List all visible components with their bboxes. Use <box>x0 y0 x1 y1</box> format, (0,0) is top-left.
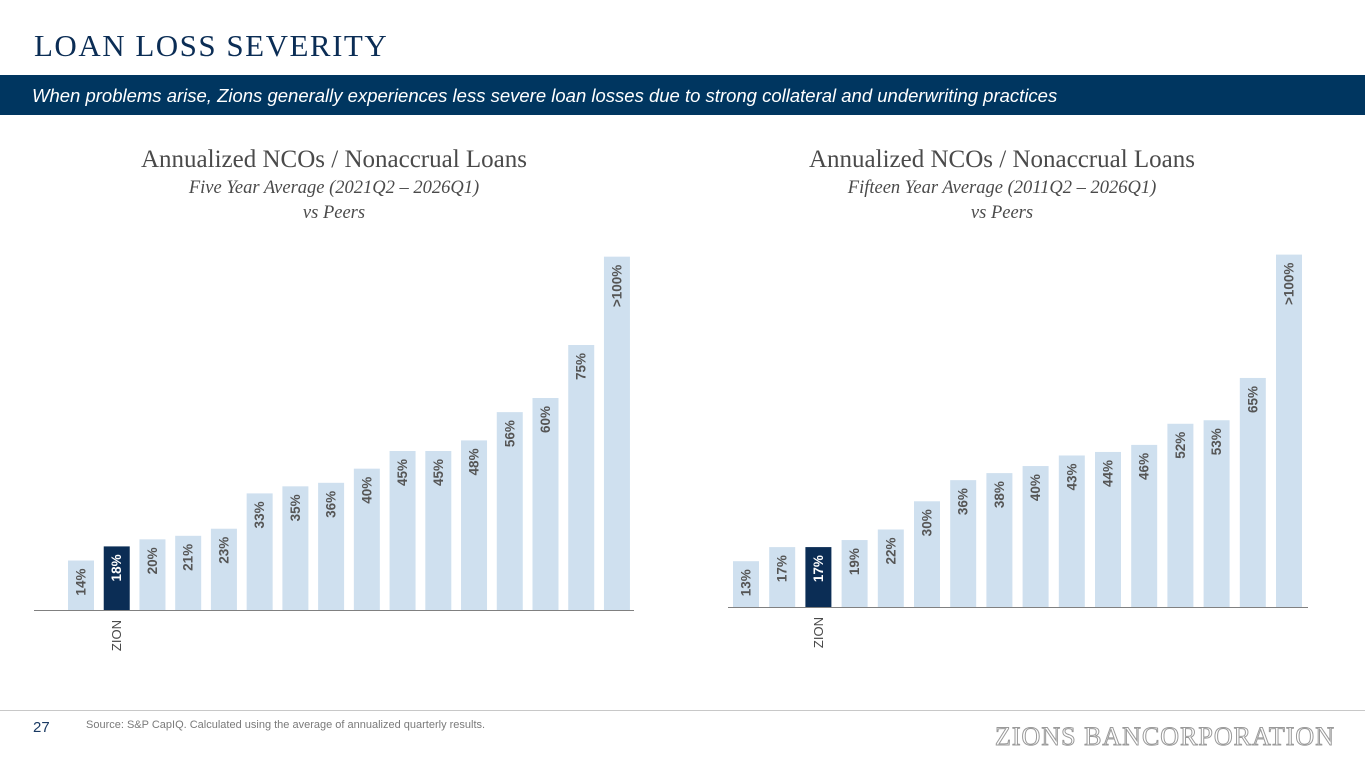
data-label: 33% <box>252 501 267 528</box>
data-label: 75% <box>574 353 589 380</box>
bar <box>950 480 977 607</box>
bar <box>1203 420 1230 607</box>
bar <box>389 451 416 610</box>
data-label: 48% <box>467 448 482 475</box>
data-label: 36% <box>324 491 339 518</box>
bar <box>1167 423 1194 607</box>
data-label: 45% <box>395 459 410 486</box>
data-label: 21% <box>181 544 196 571</box>
data-label: 17% <box>775 555 790 582</box>
chart-subtitle: Fifteen Year Average (2011Q2 – 2026Q1) <box>847 178 1157 198</box>
bar <box>282 486 309 610</box>
bar <box>733 561 759 607</box>
bar <box>532 398 559 610</box>
bar <box>425 451 452 610</box>
data-label: >100% <box>609 265 624 307</box>
bar <box>568 345 595 610</box>
chart-title: Annualized NCOs / Nonaccrual Loans <box>141 146 527 173</box>
bar <box>353 468 380 610</box>
chart-subtitle: Five Year Average (2021Q2 – 2026Q1) <box>188 178 480 198</box>
bar <box>210 528 237 610</box>
data-label: 23% <box>216 537 231 564</box>
chart-fifteen-year: Annualized NCOs / Nonaccrual Loans Fifte… <box>696 140 1308 680</box>
data-label: 14% <box>74 569 89 596</box>
data-label: 36% <box>956 488 971 515</box>
page-number: 27 <box>33 719 50 736</box>
subtitle-banner: When problems arise, Zions generally exp… <box>0 75 1365 115</box>
bar <box>1022 466 1049 607</box>
data-label: 45% <box>431 459 446 486</box>
data-label: 22% <box>883 537 898 564</box>
bar <box>246 493 273 610</box>
data-label: 53% <box>1209 428 1224 455</box>
bar <box>68 560 94 610</box>
bar <box>914 501 940 607</box>
data-label: 43% <box>1064 463 1079 490</box>
bar <box>496 412 523 610</box>
data-label: 65% <box>1245 386 1260 413</box>
data-label: 60% <box>538 406 553 433</box>
page-title: LOAN LOSS SEVERITY <box>34 28 389 63</box>
bar <box>461 440 488 610</box>
data-label: 44% <box>1101 460 1116 487</box>
banner-text: When problems arise, Zions generally exp… <box>32 85 1058 106</box>
bar <box>986 473 1013 607</box>
data-label: 17% <box>811 555 826 582</box>
bar <box>841 540 868 607</box>
bar <box>769 547 796 607</box>
data-label: 38% <box>992 481 1007 508</box>
bar <box>318 482 345 610</box>
bar <box>139 539 166 610</box>
data-label: 19% <box>847 548 862 575</box>
bar-chart-svg: 14% 18% ZION 20% 21% 23% 33% 35% 36% 40% 45% 45% 48%… <box>34 256 634 651</box>
data-label: 46% <box>1137 453 1152 480</box>
data-label: 35% <box>288 494 303 521</box>
data-label: 40% <box>1028 474 1043 501</box>
bar <box>1095 451 1121 607</box>
bar <box>1239 377 1266 607</box>
source-note: Source: S&P CapIQ. Calculated using the … <box>86 719 486 731</box>
chart-title: Annualized NCOs / Nonaccrual Loans <box>809 146 1195 173</box>
bar <box>1276 254 1302 607</box>
chart-five-year: Annualized NCOs / Nonaccrual Loans Five … <box>34 140 634 680</box>
bar-chart-svg: 13% 17% 17% ZION 19% 22% 30% 36% 38% 40% 43% 44% 46%… <box>728 254 1308 648</box>
category-label: ZION <box>811 617 826 648</box>
bar <box>175 535 202 610</box>
footer-divider <box>0 710 1365 711</box>
category-label: ZION <box>109 620 124 651</box>
data-label: 52% <box>1173 432 1188 459</box>
bar <box>805 547 832 607</box>
bar <box>1131 444 1158 607</box>
bar <box>877 529 904 607</box>
data-label: 56% <box>502 420 517 447</box>
data-label: 20% <box>145 547 160 574</box>
data-label: 18% <box>109 554 124 581</box>
chart-subtitle-2: vs Peers <box>302 203 366 223</box>
data-label: 30% <box>920 509 935 536</box>
data-label: 13% <box>739 569 754 596</box>
bar <box>1058 455 1085 607</box>
data-label: 40% <box>359 477 374 504</box>
company-logo: ZIONS BANCORPORATION <box>995 722 1335 752</box>
bar <box>603 256 630 610</box>
bar <box>103 546 130 610</box>
data-label: >100% <box>1282 263 1297 305</box>
chart-subtitle-2: vs Peers <box>970 203 1034 223</box>
